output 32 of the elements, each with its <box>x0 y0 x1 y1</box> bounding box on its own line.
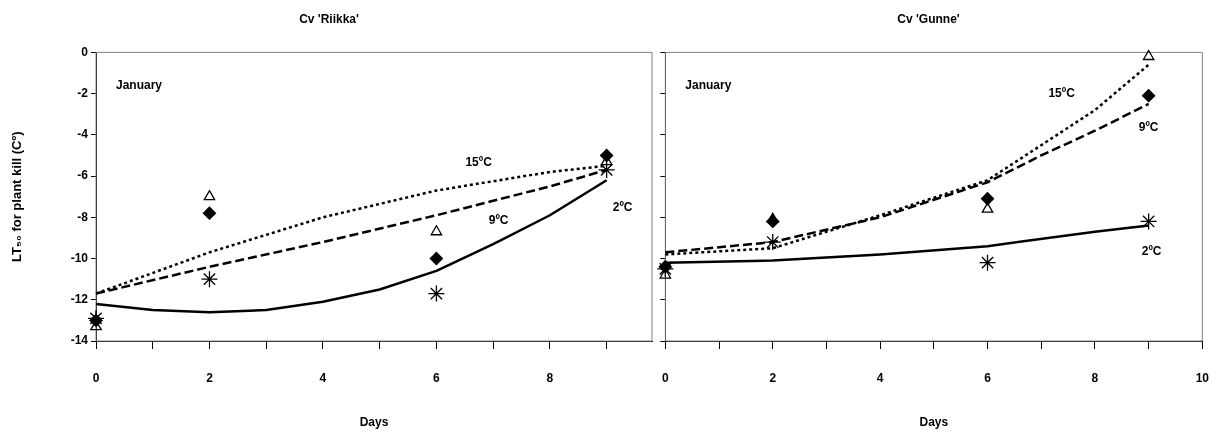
chart-title: Cv 'Gunne' <box>897 11 960 26</box>
y-tick-label: -4 <box>77 127 89 142</box>
x-tick-label: 2 <box>769 370 777 385</box>
series-label: 2ºC <box>1141 243 1162 258</box>
x-tick-label: 4 <box>319 370 327 385</box>
y-tick-label: -10 <box>70 250 89 265</box>
x-axis-title: Days <box>359 415 389 430</box>
y-tick-label: -2 <box>77 85 89 100</box>
series-label: 2ºC <box>612 199 633 214</box>
x-axis-title: Days <box>919 415 949 430</box>
x-tick-label: 8 <box>1091 370 1099 385</box>
x-tick-label: 2 <box>206 370 214 385</box>
y-tick-label: -6 <box>77 168 89 183</box>
y-tick-label: -8 <box>77 209 89 224</box>
y-tick-label: 0 <box>81 44 89 59</box>
x-tick-label: 6 <box>984 370 992 385</box>
annotation: January <box>116 77 163 92</box>
y-axis-title: LT₅₀ for plant kill (Cº) <box>9 131 25 262</box>
x-tick-label: 4 <box>876 370 884 385</box>
x-tick-label: 6 <box>433 370 441 385</box>
series-label: 15ºC <box>1048 86 1076 101</box>
chart-title: Cv 'Riikka' <box>299 11 360 26</box>
series-label: 9ºC <box>488 213 509 228</box>
y-tick-label: -12 <box>70 292 89 307</box>
x-tick-label: 0 <box>92 370 100 385</box>
annotation: January <box>685 77 732 92</box>
x-tick-label: 8 <box>546 370 554 385</box>
y-tick-label: -14 <box>70 333 89 348</box>
x-tick-label: 0 <box>661 370 669 385</box>
x-tick-label: 10 <box>1195 370 1210 385</box>
series-label: 15ºC <box>465 155 493 170</box>
series-label: 9ºC <box>1138 120 1159 135</box>
